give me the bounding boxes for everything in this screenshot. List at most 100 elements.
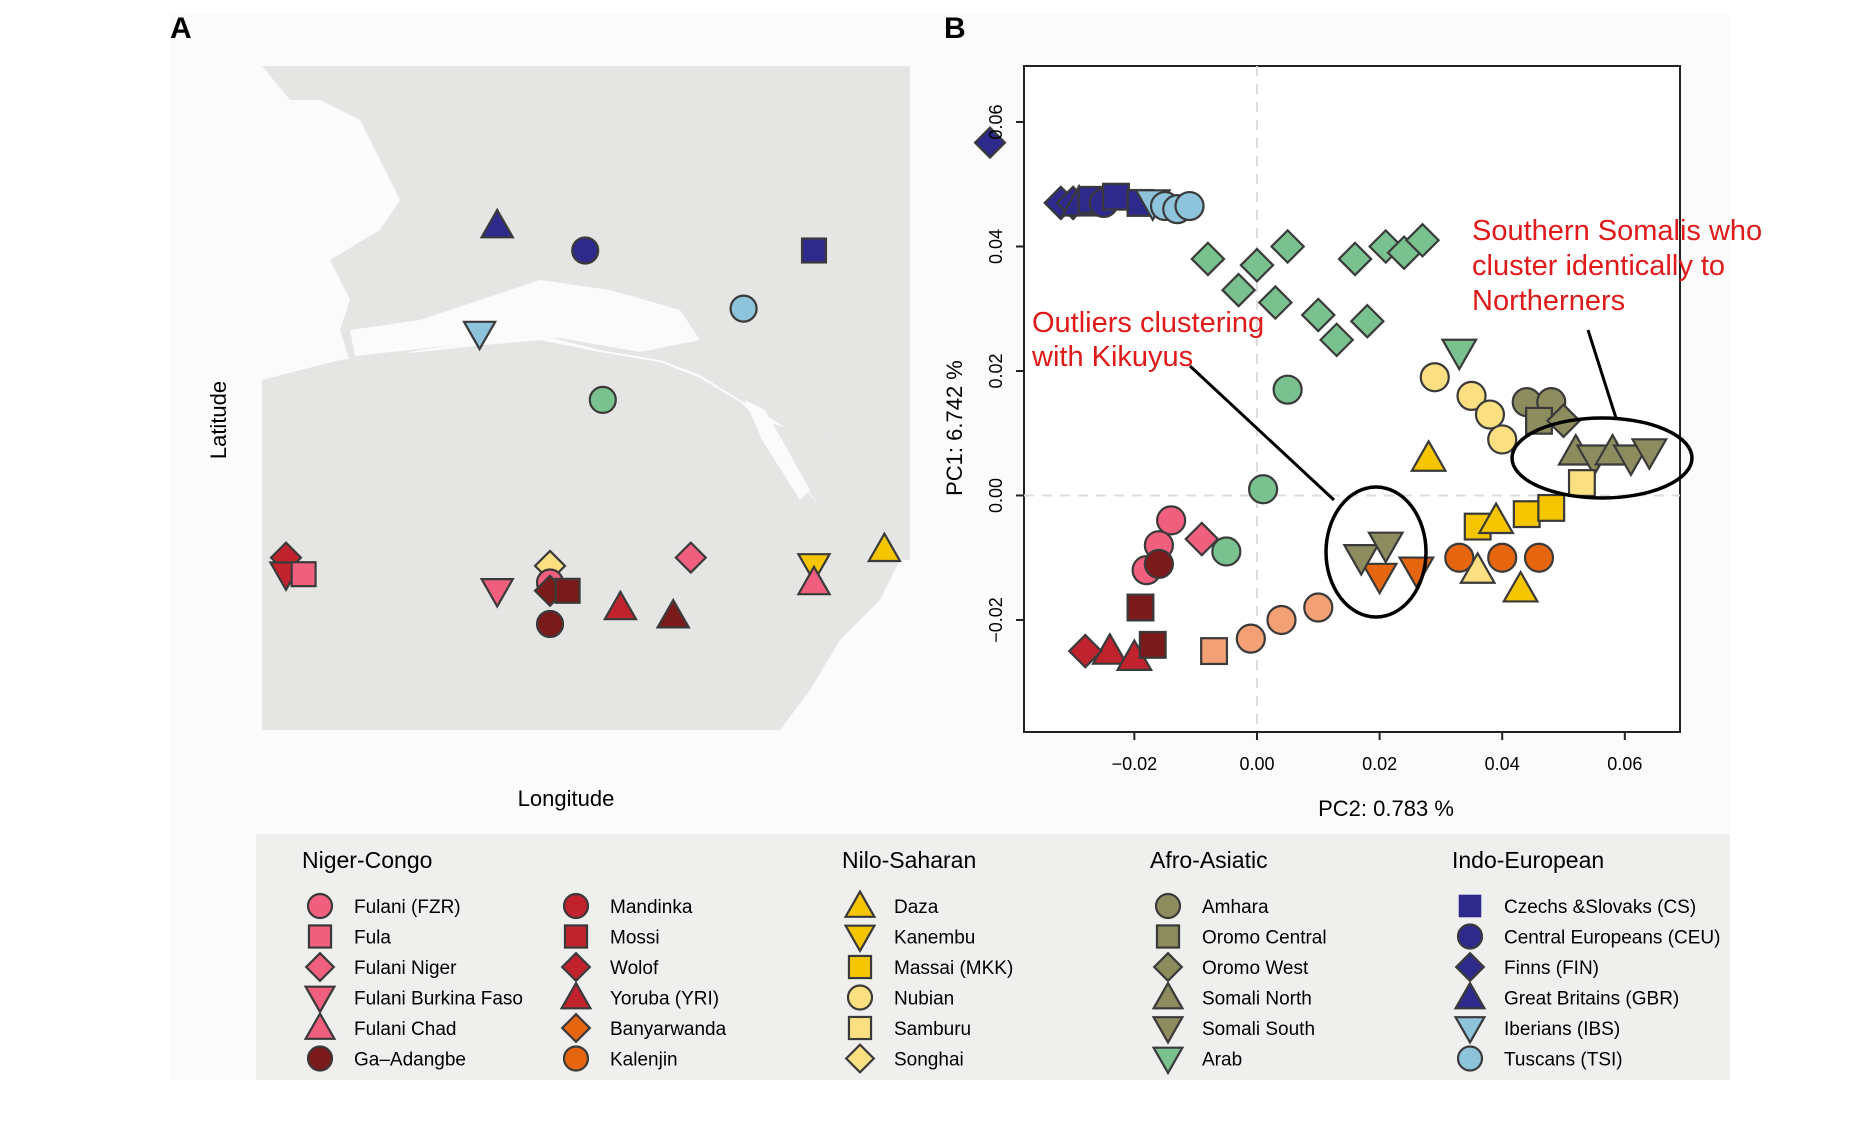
legend-label-fula: Fula xyxy=(354,928,391,949)
legend-marker-kanembu xyxy=(843,924,877,954)
map-x-label: Longitude xyxy=(518,786,615,811)
pca-point-samburu xyxy=(1477,501,1515,535)
legend-marker-kalenjin xyxy=(562,1045,590,1072)
pca-point-daza xyxy=(1501,569,1540,603)
pca-point-somali-south xyxy=(1630,438,1669,471)
legend-marker-fulani-chad xyxy=(303,1011,337,1040)
pca-point-daza xyxy=(1409,439,1448,472)
legend-label-nubian: Nubian xyxy=(894,989,954,1010)
legend-marker-mossi xyxy=(563,924,589,949)
pca-point-kikuyu xyxy=(1266,604,1297,636)
legend-marker-oromo-central xyxy=(1155,924,1181,949)
map-point-fula xyxy=(290,561,317,588)
pca-y-label: PC1: 6.742 % xyxy=(942,360,967,496)
pca-xtick-label: −0.02 xyxy=(1112,754,1158,774)
legend-label-kalenjin: Kalenjin xyxy=(610,1050,678,1071)
pca-points xyxy=(1043,182,1669,672)
pca-point-samburu xyxy=(1567,469,1596,498)
map-point-daza xyxy=(866,531,902,563)
pca-point-arab xyxy=(1220,272,1257,308)
map-point-central-europeans-ceu xyxy=(571,236,600,265)
map-point-ga-adangbe xyxy=(535,609,565,639)
pca-ytick-label: 0.02 xyxy=(986,353,1006,388)
map-point-fulani-burkina-faso xyxy=(479,577,515,609)
legend-marker-tuscans-tsi xyxy=(1456,1045,1484,1072)
legend-marker-somali-north xyxy=(1151,980,1185,1010)
annotation-outliers-line2: with Kikuyus xyxy=(1031,341,1193,373)
legend-label-tuscans-tsi: Tuscans (TSI) xyxy=(1504,1050,1623,1071)
map-point-mossi xyxy=(554,577,581,604)
map-point-fulani-chad xyxy=(796,564,832,596)
legend-label-amhara: Amhara xyxy=(1202,897,1269,918)
pca-point-mandinka xyxy=(1143,548,1174,580)
legend-label-mandinka: Mandinka xyxy=(610,897,693,918)
pca-point-massai-mkk xyxy=(1537,493,1566,522)
panel-b-letter: B xyxy=(944,12,966,45)
legend-label-daza: Daza xyxy=(894,897,939,918)
legend-marker-fulani-burkina-faso xyxy=(303,985,337,1015)
legend-label-oromo-central: Oromo Central xyxy=(1202,928,1327,949)
pca-xtick-label: 0.02 xyxy=(1362,754,1397,774)
pca-point-wolof xyxy=(1067,633,1103,669)
pca-point-kikuyu xyxy=(1235,623,1266,654)
map-y-label: Latitude xyxy=(206,381,231,459)
pca-point-fulani-fzr xyxy=(1156,505,1187,536)
pca-point-arab xyxy=(1300,297,1336,333)
legend-marker-songhai xyxy=(844,1043,876,1074)
pca-point-mozabite xyxy=(1248,474,1279,505)
legend-marker-great-britains-gbr xyxy=(1453,980,1487,1010)
legend: Niger-Congo Fulani (FZR) Fula Fulani Niger F… xyxy=(302,847,1720,1076)
pca-frame xyxy=(1023,65,1681,733)
legend-label-fulani-chad: Fulani Chad xyxy=(354,1019,456,1040)
legend-label-somali-south: Somali South xyxy=(1202,1019,1315,1040)
pca-point-mossi xyxy=(1138,630,1167,659)
pca-point-arab xyxy=(1404,222,1441,258)
map-point-yoruba-yri xyxy=(655,597,691,629)
map-point-great-britains-gbr xyxy=(479,207,515,239)
pca-point-arab xyxy=(1337,241,1373,277)
legend-label-mossi: Mossi xyxy=(610,928,660,949)
annotation-somalis-line2: cluster identically to xyxy=(1472,250,1725,282)
annotation-southern-somalis: Southern Somalis who cluster identically… xyxy=(1472,215,1762,500)
pca-point-kalenjin xyxy=(1444,542,1475,573)
pca-point-somali-south xyxy=(1367,531,1405,565)
legend-label-kanembu: Kanembu xyxy=(894,928,975,949)
legend-marker-oromo-west xyxy=(1152,951,1184,983)
map-point-czechs-slovaks-cs xyxy=(800,237,828,264)
annotation-outliers-arrow xyxy=(1188,364,1336,502)
legend-label-central-europeans-ceu: Central Europeans (CEU) xyxy=(1504,928,1720,949)
pca-xtick-label: 0.00 xyxy=(1239,754,1274,774)
legend-marker-czechs-slovaks-cs xyxy=(1458,894,1482,918)
map-point-finns-fin xyxy=(973,126,1007,160)
pca-point-arab xyxy=(1190,241,1226,277)
legend-marker-daza xyxy=(843,889,877,918)
pca-point-massai-mkk xyxy=(1512,500,1541,529)
legend-label-somali-north: Somali North xyxy=(1202,989,1312,1010)
pca-point-nubian xyxy=(1419,362,1450,393)
legend-label-iberians-ibs: Iberians (IBS) xyxy=(1504,1019,1620,1040)
legend-label-banyarwanda: Banyarwanda xyxy=(610,1019,727,1040)
legend-marker-amhara xyxy=(1154,892,1182,920)
pca-point-arab xyxy=(1257,284,1294,321)
annotation-somalis-line1: Southern Somalis who xyxy=(1472,215,1762,247)
annotation-somalis-arrow xyxy=(1586,329,1618,419)
map-point-tuscans-tsi xyxy=(729,294,758,323)
annotation-outliers: Outliers clustering with Kikuyus xyxy=(1031,307,1428,619)
pca-point-nubian xyxy=(1456,380,1487,411)
legend-marker-fulani-niger xyxy=(304,951,336,983)
legend-label-oromo-west: Oromo West xyxy=(1202,958,1309,979)
annotation-outliers-line1: Outliers clustering xyxy=(1032,307,1264,339)
map-point-yoruba-yri xyxy=(602,589,638,621)
pca-point-kikuyu xyxy=(1200,637,1229,666)
map-point-fulani-niger xyxy=(674,541,708,575)
pca-point-arab xyxy=(1319,322,1355,358)
legend-marker-samburu xyxy=(847,1015,873,1041)
legend-label-yoruba-yri: Yoruba (YRI) xyxy=(610,989,719,1010)
pca-point-tuscans-tsi xyxy=(1174,190,1205,222)
legend-label-songhai: Songhai xyxy=(894,1050,964,1071)
pca-point-mozabite xyxy=(1211,536,1242,567)
pca-xtick-label: 0.06 xyxy=(1607,754,1642,774)
legend-marker-central-europeans-ceu xyxy=(1456,923,1484,950)
